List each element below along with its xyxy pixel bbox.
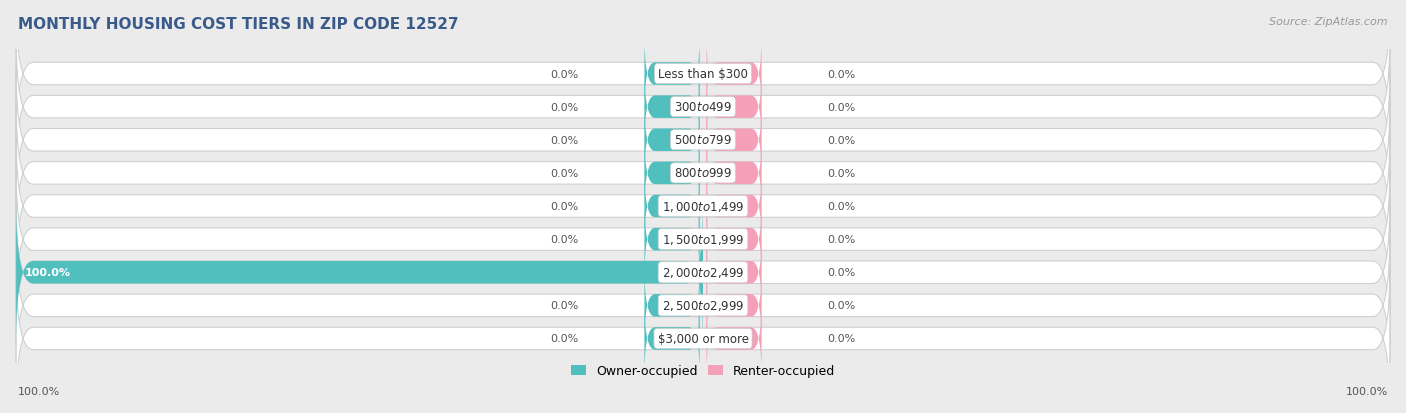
Text: $800 to $999: $800 to $999 bbox=[673, 167, 733, 180]
FancyBboxPatch shape bbox=[706, 69, 762, 146]
FancyBboxPatch shape bbox=[644, 168, 700, 245]
FancyBboxPatch shape bbox=[15, 36, 1391, 179]
FancyBboxPatch shape bbox=[706, 267, 762, 344]
Text: MONTHLY HOUSING COST TIERS IN ZIP CODE 12527: MONTHLY HOUSING COST TIERS IN ZIP CODE 1… bbox=[18, 17, 458, 31]
Text: 0.0%: 0.0% bbox=[827, 69, 855, 79]
FancyBboxPatch shape bbox=[15, 168, 1391, 311]
FancyBboxPatch shape bbox=[644, 36, 700, 113]
FancyBboxPatch shape bbox=[644, 201, 700, 278]
Text: 0.0%: 0.0% bbox=[827, 102, 855, 112]
FancyBboxPatch shape bbox=[706, 234, 762, 311]
FancyBboxPatch shape bbox=[15, 234, 1391, 377]
FancyBboxPatch shape bbox=[15, 201, 1391, 344]
FancyBboxPatch shape bbox=[706, 36, 762, 113]
FancyBboxPatch shape bbox=[644, 267, 700, 344]
Text: $2,500 to $2,999: $2,500 to $2,999 bbox=[662, 299, 744, 313]
Text: 100.0%: 100.0% bbox=[18, 387, 60, 396]
Text: 0.0%: 0.0% bbox=[551, 135, 579, 145]
FancyBboxPatch shape bbox=[15, 3, 1391, 146]
Text: 0.0%: 0.0% bbox=[551, 69, 579, 79]
FancyBboxPatch shape bbox=[706, 300, 762, 377]
Text: $500 to $799: $500 to $799 bbox=[673, 134, 733, 147]
FancyBboxPatch shape bbox=[644, 102, 700, 179]
Text: 0.0%: 0.0% bbox=[551, 102, 579, 112]
FancyBboxPatch shape bbox=[15, 267, 1391, 410]
Text: 0.0%: 0.0% bbox=[827, 135, 855, 145]
Text: 0.0%: 0.0% bbox=[827, 301, 855, 311]
Legend: Owner-occupied, Renter-occupied: Owner-occupied, Renter-occupied bbox=[567, 359, 839, 382]
FancyBboxPatch shape bbox=[644, 300, 700, 377]
Text: $1,500 to $1,999: $1,500 to $1,999 bbox=[662, 233, 744, 247]
FancyBboxPatch shape bbox=[15, 135, 1391, 278]
FancyBboxPatch shape bbox=[15, 102, 1391, 245]
Text: $300 to $499: $300 to $499 bbox=[673, 101, 733, 114]
FancyBboxPatch shape bbox=[706, 168, 762, 245]
Text: $3,000 or more: $3,000 or more bbox=[658, 332, 748, 345]
FancyBboxPatch shape bbox=[15, 201, 703, 344]
FancyBboxPatch shape bbox=[706, 201, 762, 278]
FancyBboxPatch shape bbox=[706, 102, 762, 179]
Text: $1,000 to $1,499: $1,000 to $1,499 bbox=[662, 199, 744, 214]
Text: 0.0%: 0.0% bbox=[551, 202, 579, 211]
Text: 100.0%: 100.0% bbox=[24, 268, 70, 278]
Text: 0.0%: 0.0% bbox=[827, 169, 855, 178]
Text: 0.0%: 0.0% bbox=[827, 202, 855, 211]
Text: Less than $300: Less than $300 bbox=[658, 68, 748, 81]
Text: 0.0%: 0.0% bbox=[551, 334, 579, 344]
Text: 0.0%: 0.0% bbox=[551, 235, 579, 244]
Text: 0.0%: 0.0% bbox=[551, 169, 579, 178]
FancyBboxPatch shape bbox=[644, 69, 700, 146]
Text: 100.0%: 100.0% bbox=[1346, 387, 1388, 396]
Text: 0.0%: 0.0% bbox=[827, 334, 855, 344]
Text: 0.0%: 0.0% bbox=[827, 235, 855, 244]
Text: Source: ZipAtlas.com: Source: ZipAtlas.com bbox=[1270, 17, 1388, 26]
Text: $2,000 to $2,499: $2,000 to $2,499 bbox=[662, 266, 744, 280]
Text: 0.0%: 0.0% bbox=[551, 301, 579, 311]
FancyBboxPatch shape bbox=[706, 135, 762, 212]
FancyBboxPatch shape bbox=[15, 69, 1391, 212]
FancyBboxPatch shape bbox=[644, 135, 700, 212]
Text: 0.0%: 0.0% bbox=[827, 268, 855, 278]
